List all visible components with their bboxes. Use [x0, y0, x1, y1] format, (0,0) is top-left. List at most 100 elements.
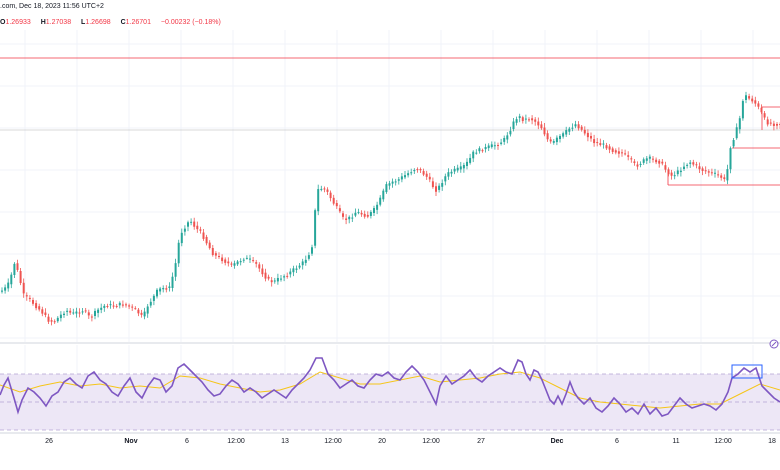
- candle: [50, 317, 53, 326]
- candle-body: [760, 107, 763, 113]
- candle: [140, 309, 143, 318]
- candle-body: [456, 167, 459, 171]
- candle-body: [16, 263, 19, 270]
- candle-body: [283, 276, 286, 278]
- candle: [400, 173, 403, 183]
- candle-body: [72, 312, 75, 314]
- candle: [137, 307, 140, 317]
- candle-body: [599, 143, 602, 145]
- candle-body: [469, 157, 472, 163]
- candle-body: [245, 257, 248, 259]
- candle: [252, 256, 255, 263]
- candle: [28, 295, 31, 302]
- ohlc-open: O1.26933: [0, 19, 31, 26]
- candle: [332, 194, 335, 206]
- candle-body: [50, 320, 53, 322]
- candle-body: [624, 153, 627, 155]
- candle-body: [664, 165, 667, 170]
- candle-body: [593, 139, 596, 144]
- candle: [655, 157, 658, 165]
- candle-body: [552, 141, 555, 143]
- candle-body: [444, 176, 447, 182]
- candle-body: [134, 308, 137, 310]
- candle: [425, 170, 428, 180]
- candle-body: [714, 172, 716, 174]
- candle: [766, 116, 769, 127]
- candle-body: [586, 132, 589, 138]
- candle-body: [100, 307, 103, 310]
- candle: [776, 122, 778, 130]
- candle: [360, 210, 363, 217]
- candle: [524, 114, 527, 124]
- candle: [326, 187, 329, 195]
- candle: [53, 319, 56, 324]
- candle: [276, 273, 279, 285]
- candle: [745, 91, 747, 104]
- candle-body: [521, 117, 524, 122]
- candle-body: [143, 311, 146, 317]
- candle: [345, 214, 348, 225]
- candle-body: [1, 290, 3, 292]
- x-tick-label: 6: [615, 438, 619, 445]
- candle-body: [332, 197, 335, 204]
- candle-body: [481, 150, 484, 152]
- candle-body: [679, 170, 682, 173]
- candle-body: [738, 118, 741, 130]
- candle-body: [97, 309, 100, 313]
- candle: [435, 182, 437, 197]
- candle-body: [602, 143, 605, 145]
- candle-body: [236, 261, 239, 265]
- candle-body: [360, 212, 363, 215]
- candle-body: [543, 127, 546, 135]
- candle-body: [388, 183, 391, 186]
- candle-body: [90, 316, 93, 318]
- candle-body: [363, 213, 366, 217]
- candle: [428, 172, 431, 183]
- candle-body: [373, 208, 375, 213]
- candle-body: [459, 166, 462, 170]
- candle-body: [242, 259, 245, 261]
- candle-body: [741, 101, 744, 119]
- candle: [22, 278, 25, 298]
- candle: [676, 166, 679, 177]
- candle-body: [407, 173, 410, 176]
- candle: [466, 158, 468, 170]
- alert-icon: [769, 339, 779, 349]
- candle-body: [156, 289, 158, 297]
- candle: [19, 268, 22, 286]
- candle: [301, 258, 304, 270]
- candle: [304, 255, 307, 266]
- candle-body: [583, 129, 586, 134]
- candle: [741, 99, 744, 121]
- candle: [710, 168, 713, 176]
- candle-body: [475, 152, 478, 154]
- candle: [106, 303, 109, 309]
- candle: [193, 217, 196, 230]
- candle: [627, 151, 630, 161]
- candle: [218, 252, 220, 259]
- candle-body: [546, 133, 549, 140]
- candle: [500, 138, 503, 146]
- candle-body: [180, 232, 183, 244]
- candle: [407, 170, 410, 178]
- candle-body: [667, 169, 670, 175]
- candle-body: [376, 204, 379, 210]
- candle: [249, 254, 251, 264]
- candle: [540, 121, 543, 130]
- candle: [462, 162, 465, 173]
- candle-body: [218, 256, 220, 257]
- candle: [338, 204, 341, 214]
- candle-body: [590, 136, 592, 139]
- candle: [621, 149, 623, 157]
- candle-body: [704, 170, 707, 172]
- candle: [552, 139, 555, 145]
- candle-body: [695, 164, 698, 166]
- candle-body: [25, 295, 28, 297]
- candle-body: [345, 218, 348, 220]
- candle: [450, 169, 453, 177]
- candle: [714, 168, 716, 178]
- candle: [311, 244, 313, 256]
- candle-body: [41, 309, 44, 314]
- candle: [602, 140, 605, 149]
- candle-body: [84, 310, 87, 312]
